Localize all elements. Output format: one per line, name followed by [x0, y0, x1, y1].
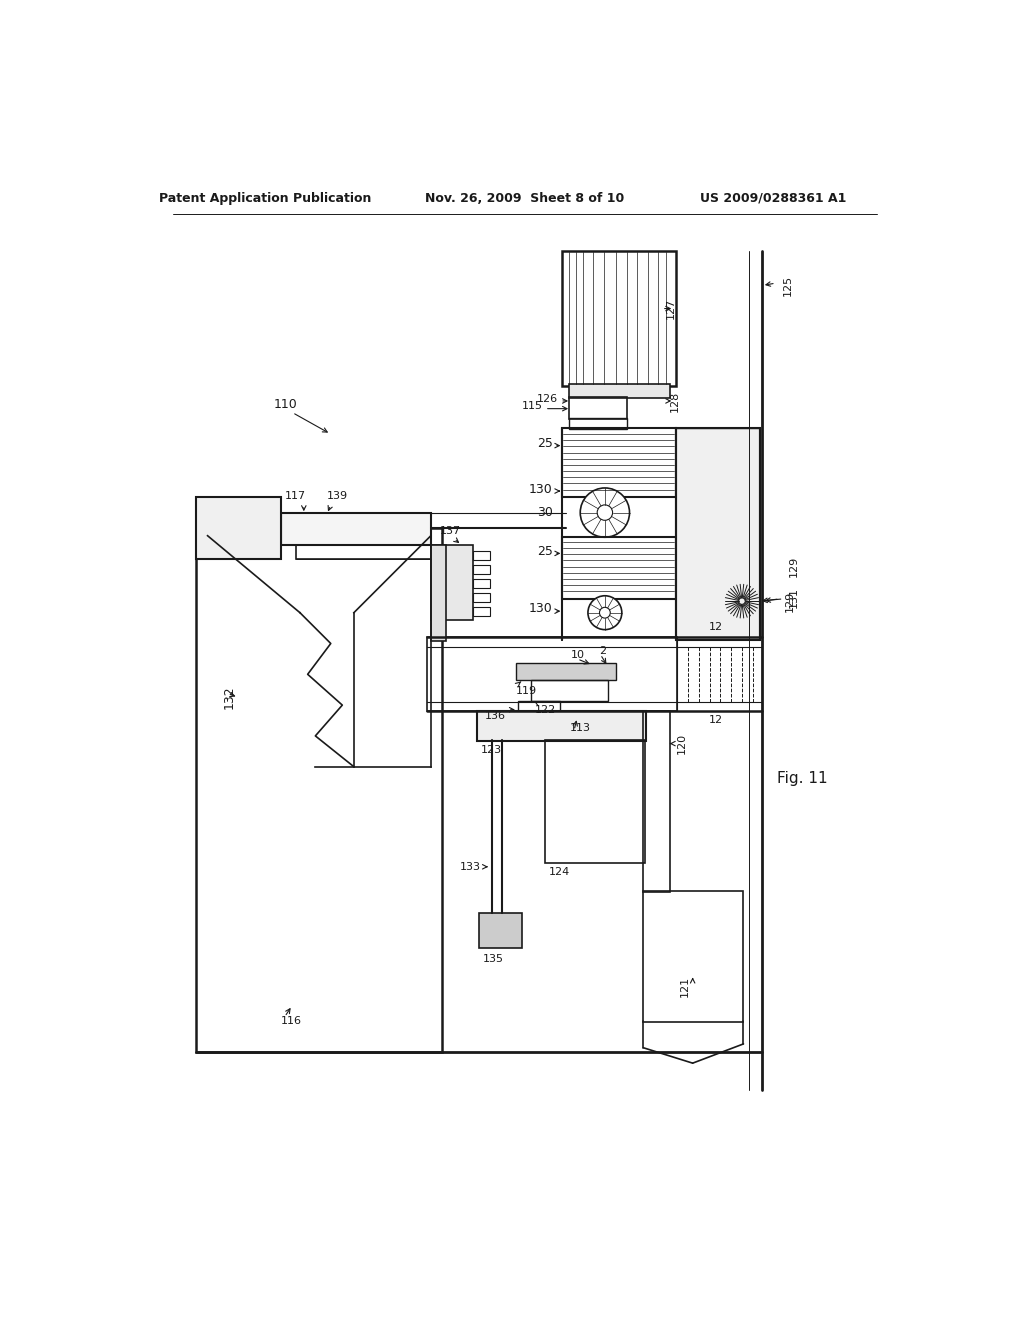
Text: 115: 115	[521, 401, 543, 412]
Bar	[296, 545, 431, 558]
Bar	[562, 251, 676, 385]
Text: 126: 126	[537, 393, 558, 404]
Text: 10: 10	[570, 649, 585, 660]
Text: 136: 136	[485, 711, 506, 721]
Bar	[473, 565, 490, 574]
Bar	[473, 593, 490, 602]
Text: 124: 124	[549, 867, 570, 876]
Text: 127: 127	[666, 298, 676, 319]
Text: 139: 139	[327, 491, 348, 502]
Bar	[569, 384, 670, 397]
Text: Patent Application Publication: Patent Application Publication	[159, 191, 372, 205]
Bar	[196, 498, 281, 558]
Bar	[569, 418, 628, 429]
Bar	[473, 552, 490, 560]
Text: 30: 30	[537, 506, 553, 519]
Bar	[473, 578, 490, 589]
Text: 131: 131	[788, 587, 799, 607]
Circle shape	[581, 488, 630, 537]
Text: 128: 128	[670, 391, 680, 412]
Text: 125: 125	[782, 275, 793, 296]
Bar	[643, 711, 671, 892]
Bar	[479, 913, 521, 948]
Text: 137: 137	[439, 525, 461, 536]
Text: Fig. 11: Fig. 11	[777, 771, 828, 785]
Text: 120: 120	[677, 733, 687, 754]
Text: 117: 117	[285, 491, 306, 502]
Bar	[431, 545, 446, 642]
Text: 130: 130	[528, 483, 553, 496]
Text: 12: 12	[709, 622, 723, 632]
Bar	[643, 891, 743, 1022]
Bar	[562, 537, 676, 599]
Bar	[545, 739, 645, 863]
Text: 110: 110	[273, 399, 298, 412]
Bar	[196, 528, 442, 1052]
Text: 12: 12	[709, 715, 723, 725]
Bar	[281, 512, 431, 545]
Circle shape	[599, 607, 610, 618]
Bar	[477, 711, 646, 741]
Text: 123: 123	[481, 744, 502, 755]
Bar	[427, 638, 677, 711]
Circle shape	[588, 595, 622, 630]
Bar	[473, 607, 490, 615]
Text: 25: 25	[537, 437, 553, 450]
Bar	[569, 397, 628, 418]
Text: 129: 129	[788, 556, 799, 577]
Bar	[518, 701, 560, 718]
Bar	[515, 663, 615, 680]
Text: 122: 122	[535, 705, 556, 715]
Text: 25: 25	[537, 545, 553, 557]
Circle shape	[739, 598, 745, 605]
Text: 119: 119	[515, 686, 537, 696]
Bar	[531, 680, 608, 701]
Bar	[676, 428, 761, 640]
Text: 132: 132	[223, 685, 236, 709]
Bar	[562, 428, 676, 498]
Circle shape	[597, 504, 612, 520]
Text: 133: 133	[460, 862, 481, 871]
Text: Nov. 26, 2009  Sheet 8 of 10: Nov. 26, 2009 Sheet 8 of 10	[425, 191, 625, 205]
Bar	[431, 545, 473, 620]
Text: 2: 2	[599, 647, 606, 656]
Text: 129: 129	[785, 590, 795, 611]
Text: 130: 130	[528, 602, 553, 615]
Text: 121: 121	[680, 975, 690, 997]
Text: 113: 113	[569, 723, 591, 733]
Text: US 2009/0288361 A1: US 2009/0288361 A1	[700, 191, 847, 205]
Text: 135: 135	[483, 954, 504, 964]
Text: 116: 116	[281, 1016, 302, 1026]
